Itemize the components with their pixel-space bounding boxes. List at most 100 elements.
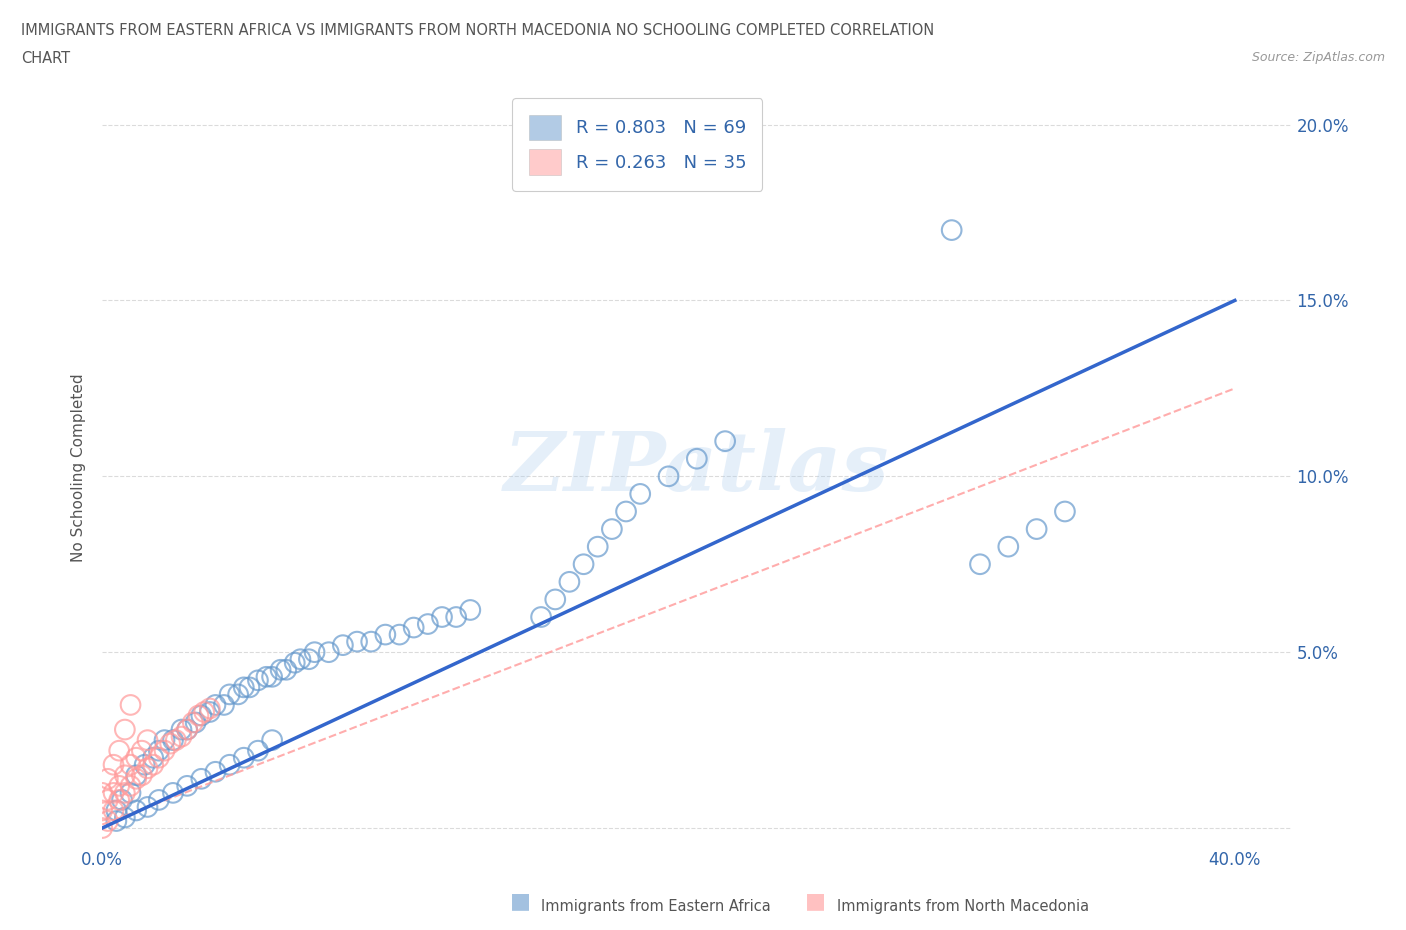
Point (284, 656, 307, 671)
Point (181, 715, 204, 730)
Point (360, 634, 382, 649)
Point (148, 743, 170, 758)
Point (108, 743, 131, 758)
Point (430, 609, 453, 624)
Point (204, 698, 226, 712)
Point (170, 722, 193, 737)
Point (120, 698, 142, 712)
Point (105, 814, 128, 829)
Point (165, 733, 187, 748)
Point (304, 644, 326, 659)
Point (162, 786, 184, 801)
Point (114, 722, 136, 737)
Point (232, 680, 254, 695)
Point (91, 820, 114, 835)
Point (686, 451, 709, 466)
Point (318, 644, 340, 659)
Point (290, 652, 312, 667)
Point (142, 751, 165, 765)
Point (120, 778, 142, 793)
Point (114, 786, 136, 801)
Text: Immigrants from North Macedonia: Immigrants from North Macedonia (837, 899, 1088, 914)
Point (572, 557, 595, 572)
Point (125, 751, 148, 765)
Point (170, 729, 193, 744)
Point (1025, 522, 1047, 537)
Point (586, 539, 609, 554)
Point (114, 768, 136, 783)
Point (198, 701, 221, 716)
Point (97, 771, 120, 786)
Point (142, 757, 165, 772)
Point (136, 800, 159, 815)
Point (460, 603, 482, 618)
Point (105, 803, 128, 817)
Point (97, 792, 120, 807)
Point (997, 539, 1019, 554)
Point (332, 638, 354, 653)
Point (148, 751, 170, 765)
Point (256, 670, 278, 684)
Point (136, 733, 159, 748)
Point (204, 764, 226, 779)
Point (544, 592, 567, 607)
Point (246, 673, 269, 688)
Point (125, 771, 148, 786)
Point (108, 778, 131, 793)
Point (187, 708, 209, 723)
Point (125, 768, 148, 783)
Point (374, 627, 396, 642)
Point (530, 609, 553, 624)
Point (111, 792, 134, 807)
Point (614, 504, 637, 519)
Point (136, 761, 159, 776)
Point (97, 814, 120, 829)
Point (388, 627, 411, 642)
Point (232, 751, 254, 765)
Text: Immigrants from Eastern Africa: Immigrants from Eastern Africa (541, 899, 770, 914)
Point (298, 652, 321, 667)
Point (190, 771, 212, 786)
Point (238, 680, 260, 695)
Point (444, 609, 467, 624)
Point (628, 486, 651, 501)
Point (184, 715, 207, 730)
Point (198, 705, 221, 720)
Point (120, 757, 142, 772)
Point (134, 757, 156, 772)
Point (153, 743, 176, 758)
Point (600, 522, 623, 537)
Point (262, 670, 284, 684)
Point (108, 792, 131, 807)
Point (1053, 504, 1076, 519)
Point (218, 757, 240, 772)
Point (416, 617, 439, 631)
Point (276, 662, 298, 677)
Point (103, 803, 125, 817)
Point (91, 803, 114, 817)
Point (176, 778, 198, 793)
Text: ZIPatlas: ZIPatlas (505, 428, 890, 508)
Point (969, 557, 991, 572)
Point (103, 757, 125, 772)
Point (657, 469, 679, 484)
Text: ■: ■ (510, 891, 530, 910)
Point (226, 687, 249, 702)
Point (103, 786, 125, 801)
Point (176, 722, 198, 737)
Point (159, 737, 181, 751)
Point (941, 222, 963, 237)
Point (270, 662, 292, 677)
Point (262, 733, 284, 748)
Text: ■: ■ (806, 891, 825, 910)
Point (148, 792, 170, 807)
Point (91, 786, 114, 801)
Text: Source: ZipAtlas.com: Source: ZipAtlas.com (1251, 51, 1385, 64)
Point (131, 768, 153, 783)
Point (193, 705, 215, 720)
Point (218, 687, 240, 702)
Point (346, 634, 368, 649)
Y-axis label: No Schooling Completed: No Schooling Completed (72, 373, 86, 562)
Point (558, 575, 581, 590)
Point (120, 786, 142, 801)
